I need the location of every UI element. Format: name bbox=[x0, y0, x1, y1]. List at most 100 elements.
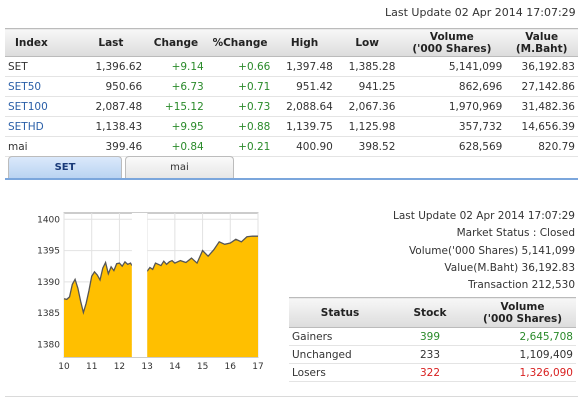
intraday-chart: 1380 1385 1390 1395 1400 10 11 12 13 14 15 16 17 bbox=[28, 205, 268, 375]
market-info: Last Update 02 Apr 2014 17:07:29 Market … bbox=[393, 208, 575, 294]
y-tick-label: 1385 bbox=[37, 309, 60, 319]
index-low: 398.52 bbox=[335, 136, 399, 157]
index-change: +9.14 bbox=[145, 56, 207, 77]
index-row-set100: SET100 2,087.48 +15.12 +0.73 2,088.64 2,… bbox=[5, 96, 578, 117]
market-status: Market Status : Closed bbox=[456, 227, 575, 240]
index-volume: 5,141,099 bbox=[398, 56, 506, 77]
index-volume: 357,732 bbox=[398, 116, 506, 137]
summary-volume: 2,645,708 bbox=[469, 327, 576, 346]
index-name[interactable]: mai bbox=[5, 136, 77, 157]
index-pct-change: +0.71 bbox=[206, 76, 274, 97]
col-status: Status bbox=[289, 297, 391, 328]
summary-row-gainers: Gainers 399 2,645,708 bbox=[289, 327, 576, 346]
x-tick-label: 12 bbox=[114, 362, 125, 372]
index-pct-change: +0.73 bbox=[206, 96, 274, 117]
lunch-break-gap bbox=[131, 213, 148, 357]
summary-stock: 233 bbox=[391, 345, 469, 364]
last-update-top: Last Update 02 Apr 2014 17:07:29 bbox=[385, 6, 576, 19]
index-value: 36,192.83 bbox=[505, 56, 578, 77]
y-tick-label: 1380 bbox=[37, 340, 60, 350]
index-change: +9.95 bbox=[145, 116, 207, 137]
col-value: Value (M.Baht) bbox=[505, 28, 578, 57]
col-volume: Volume ('000 Shares) bbox=[398, 28, 506, 57]
x-tick-label: 10 bbox=[58, 362, 70, 372]
col-change: Change bbox=[145, 28, 207, 57]
index-last: 1,138.43 bbox=[76, 116, 146, 137]
index-pct-change: +0.88 bbox=[206, 116, 274, 137]
tab-underline bbox=[5, 178, 578, 180]
series-line bbox=[146, 235, 258, 272]
col-index: Index bbox=[5, 28, 77, 57]
index-name[interactable]: SETHD bbox=[5, 116, 77, 137]
summary-status: Gainers bbox=[289, 327, 391, 346]
col-last: Last bbox=[76, 28, 146, 57]
tab-mai[interactable]: mai bbox=[125, 156, 234, 179]
col-volume: Volume ('000 Shares) bbox=[469, 297, 576, 328]
y-tick-label: 1395 bbox=[37, 247, 60, 257]
index-name[interactable]: SET50 bbox=[5, 76, 77, 97]
index-value: 31,482.36 bbox=[505, 96, 578, 117]
col-high: High bbox=[273, 28, 336, 57]
index-high: 400.90 bbox=[273, 136, 336, 157]
index-value: 27,142.86 bbox=[505, 76, 578, 97]
index-volume: 862,696 bbox=[398, 76, 506, 97]
index-name[interactable]: SET100 bbox=[5, 96, 77, 117]
market-value: Value(M.Baht) 36,192.83 bbox=[444, 261, 575, 274]
index-pct-change: +0.66 bbox=[206, 56, 274, 77]
summary-row-unchanged: Unchanged 233 1,109,409 bbox=[289, 345, 576, 364]
index-high: 1,139.75 bbox=[273, 116, 336, 137]
summary-table-header: Status Stock Volume ('000 Shares) bbox=[289, 297, 576, 328]
summary-row-losers: Losers 322 1,326,090 bbox=[289, 363, 576, 382]
index-change: +15.12 bbox=[145, 96, 207, 117]
index-high: 1,397.48 bbox=[273, 56, 336, 77]
summary-stock: 322 bbox=[391, 363, 469, 382]
area-fill bbox=[64, 261, 132, 357]
index-last: 2,087.48 bbox=[76, 96, 146, 117]
index-low: 2,067.36 bbox=[335, 96, 399, 117]
summary-volume: 1,326,090 bbox=[469, 363, 576, 382]
index-last: 399.46 bbox=[76, 136, 146, 157]
index-row-set50: SET50 950.66 +6.73 +0.71 951.42 941.25 8… bbox=[5, 76, 578, 97]
index-low: 1,125.98 bbox=[335, 116, 399, 137]
market-transaction: Transaction 212,530 bbox=[468, 279, 575, 292]
index-volume: 1,970,969 bbox=[398, 96, 506, 117]
index-last: 1,396.62 bbox=[76, 56, 146, 77]
index-name[interactable]: SET bbox=[5, 56, 77, 77]
y-tick-label: 1400 bbox=[37, 215, 60, 225]
y-tick-label: 1390 bbox=[37, 278, 60, 288]
x-tick-label: 16 bbox=[225, 362, 237, 372]
index-value: 820.79 bbox=[505, 136, 578, 157]
index-table-header: Index Last Change %Change High Low Volum… bbox=[5, 28, 578, 57]
intraday-chart-svg: 1380 1385 1390 1395 1400 10 11 12 13 14 15 16 17 bbox=[37, 212, 264, 372]
index-high: 951.42 bbox=[273, 76, 336, 97]
bottom-divider bbox=[5, 396, 578, 397]
area-fill bbox=[147, 236, 258, 357]
index-low: 941.25 bbox=[335, 76, 399, 97]
market-last-update: Last Update 02 Apr 2014 17:07:29 bbox=[393, 210, 575, 222]
index-table: Index Last Change %Change High Low Volum… bbox=[5, 28, 578, 157]
market-volume: Volume('000 Shares) 5,141,099 bbox=[408, 244, 575, 257]
tab-set[interactable]: SET bbox=[8, 156, 122, 179]
summary-status: Unchanged bbox=[289, 345, 391, 364]
x-tick-label: 17 bbox=[252, 362, 263, 372]
col-low: Low bbox=[335, 28, 399, 57]
summary-status: Losers bbox=[289, 363, 391, 382]
x-tick-label: 15 bbox=[197, 362, 208, 372]
index-volume: 628,569 bbox=[398, 136, 506, 157]
index-high: 2,088.64 bbox=[273, 96, 336, 117]
index-row-set: SET 1,396.62 +9.14 +0.66 1,397.48 1,385.… bbox=[5, 56, 578, 77]
series-line bbox=[63, 260, 133, 316]
col-pct-change: %Change bbox=[206, 28, 274, 57]
index-change: +6.73 bbox=[145, 76, 207, 97]
x-tick-label: 14 bbox=[169, 362, 181, 372]
index-last: 950.66 bbox=[76, 76, 146, 97]
index-row-mai: mai 399.46 +0.84 +0.21 400.90 398.52 628… bbox=[5, 136, 578, 157]
x-tick-label: 11 bbox=[86, 362, 97, 372]
summary-table: Status Stock Volume ('000 Shares) Gainer… bbox=[289, 297, 576, 382]
index-change: +0.84 bbox=[145, 136, 207, 157]
index-low: 1,385.28 bbox=[335, 56, 399, 77]
col-stock: Stock bbox=[391, 297, 469, 328]
x-tick-label: 13 bbox=[141, 362, 152, 372]
index-value: 14,656.39 bbox=[505, 116, 578, 137]
summary-volume: 1,109,409 bbox=[469, 345, 576, 364]
